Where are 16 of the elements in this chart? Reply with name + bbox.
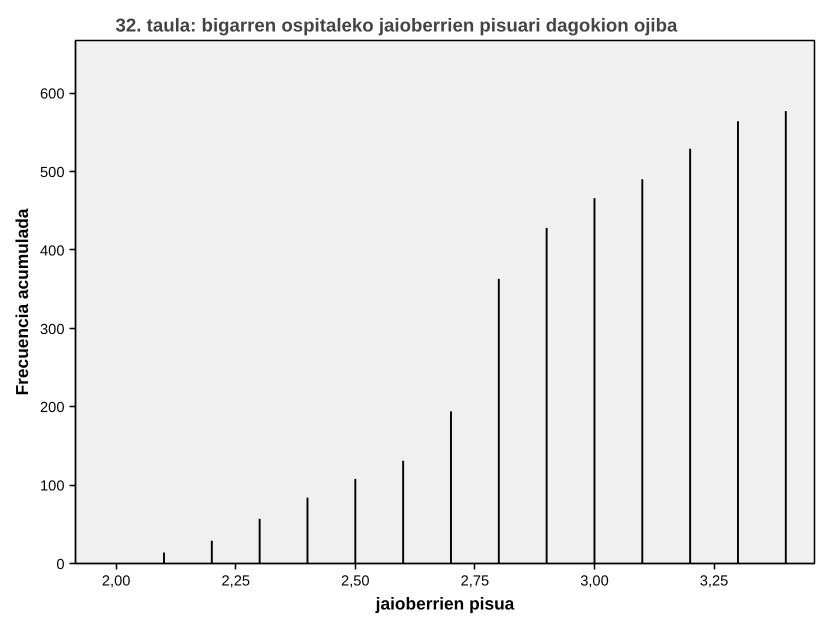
x-tick-label: 2,25 (221, 574, 250, 590)
y-tick-label: 100 (40, 478, 65, 495)
chart-title: 32. taula: bigarren ospitaleko jaioberrien pisuari dagokion ojiba (116, 14, 678, 36)
x-tick-label: 2,75 (460, 574, 490, 590)
y-tick-label: 0 (56, 557, 65, 573)
x-tick-label: 3,00 (580, 574, 609, 590)
y-tick-label: 600 (40, 86, 65, 103)
x-axis-title: jaioberrien pisua (374, 594, 515, 614)
x-tick-label: 2,00 (102, 574, 130, 590)
y-tick-label: 300 (40, 322, 65, 338)
y-tick-label: 500 (40, 164, 65, 181)
y-tick-label: 400 (40, 243, 65, 260)
y-axis-title: Frecuencia acumulada (12, 208, 32, 396)
x-tick-label: 3,25 (700, 574, 728, 590)
x-tick-label: 2,50 (341, 574, 370, 590)
y-tick-label: 200 (40, 400, 65, 416)
